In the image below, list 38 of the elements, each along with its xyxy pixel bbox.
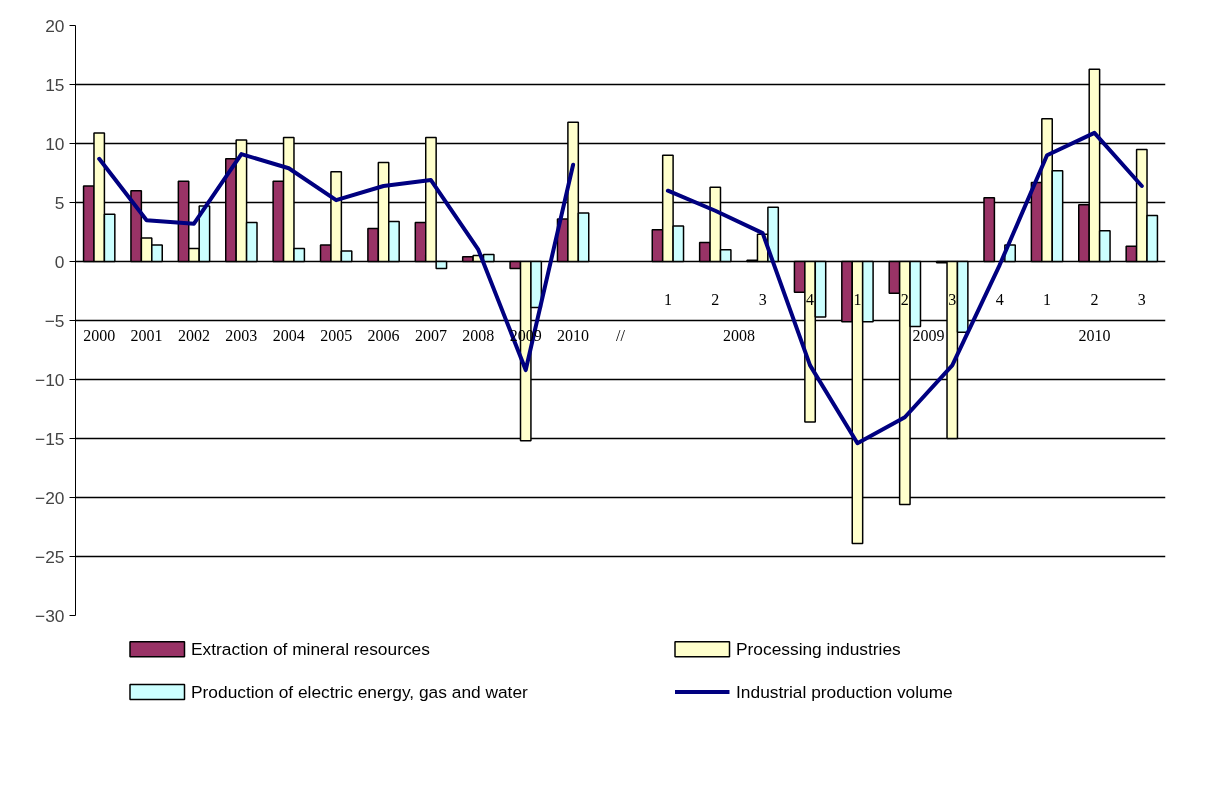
x-tick-label: 2 — [1090, 290, 1099, 308]
x-tick-label: 3 — [948, 290, 957, 308]
bar — [983, 197, 996, 263]
x-tick-label: 3 — [758, 290, 767, 308]
x-tick-label: 2008 — [462, 327, 495, 345]
y-tick-label: 5 — [54, 192, 65, 213]
x-tick-label: 2006 — [367, 327, 400, 345]
x-tick-label: // — [616, 327, 626, 345]
x-tick-label: 2000 — [83, 327, 116, 345]
y-tick-label: −10 — [35, 369, 65, 390]
y-tick-label: −20 — [35, 487, 65, 508]
x-tick-label: 2003 — [225, 327, 258, 345]
x-tick-label: 1 — [1043, 290, 1052, 308]
y-tick-label: −15 — [35, 428, 65, 449]
x-tick-label: 2 — [900, 290, 909, 308]
x-tick-label: 2004 — [272, 327, 305, 345]
x-tick-label: 1 — [853, 290, 862, 308]
x-tick-label: 2001 — [130, 327, 163, 345]
x-tick-label: 2007 — [414, 327, 447, 345]
legend-label: Production of electric energy, gas and water — [191, 682, 529, 702]
x-tick-label: 2010 — [557, 327, 590, 345]
x-tick-label: 4 — [995, 290, 1004, 308]
legend-label: Extraction of mineral resources — [191, 639, 431, 660]
y-tick-label: 20 — [45, 15, 65, 36]
y-tick-label: −5 — [44, 310, 65, 331]
legend-label: Processing industries — [736, 639, 902, 660]
y-tick-label: 0 — [54, 251, 65, 272]
x-tick-label: 2005 — [320, 327, 353, 345]
legend-label: Industrial production volume — [736, 682, 953, 702]
x-tick-label: 4 — [806, 290, 815, 308]
y-tick-label: −30 — [35, 605, 65, 626]
x-tick-label: 2002 — [177, 327, 210, 345]
y-tick-label: 10 — [45, 133, 65, 154]
x-tick-label: 2 — [711, 290, 720, 308]
y-tick-label: 15 — [45, 74, 65, 95]
x-tick-label: 1 — [663, 290, 672, 308]
y-tick-label: −25 — [35, 546, 65, 567]
x-tick-label: 3 — [1137, 290, 1146, 308]
